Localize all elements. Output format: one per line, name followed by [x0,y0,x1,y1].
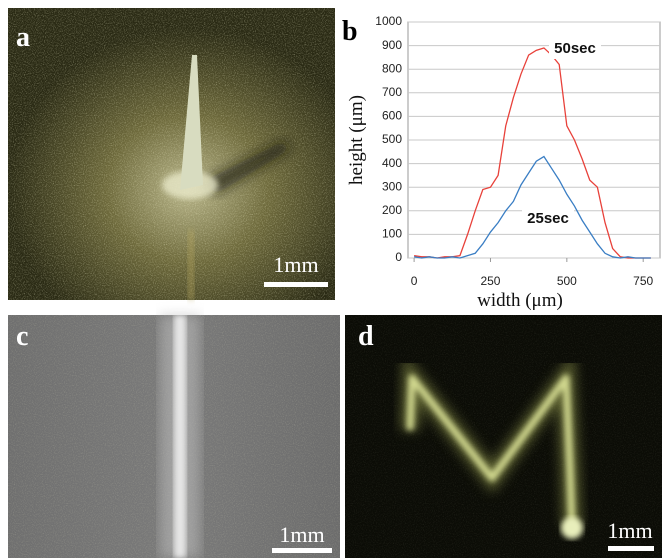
scale-bar [264,282,328,287]
y-tick-label: 400 [382,156,402,170]
panel-label: a [16,22,30,53]
y-tick-label: 600 [382,109,402,123]
y-axis-label: height (μm) [346,95,367,185]
series-annotation: 50sec [554,40,596,57]
y-tick-label: 1000 [375,14,402,28]
series-annotation: 25sec [527,210,569,227]
figure: a 1mm b 0 100 200 300 400 500 600 700 800 900 1000… [0,0,662,558]
panel-label: d [358,321,374,352]
panel-c: c 1mm [8,315,340,558]
panel-label: b [342,16,358,47]
scale-bar-label: 1mm [273,252,318,277]
streak [188,230,194,300]
panel-a: a 1mm [8,8,335,300]
panel-label: c [16,321,28,352]
line [174,315,186,558]
scale-bar [608,546,654,551]
y-tick-label: 100 [382,227,402,241]
scale-bar-label: 1mm [279,522,324,547]
panel-d: d 1mm [345,315,662,558]
x-tick-label: 0 [411,274,418,288]
dot [561,517,583,539]
y-tick-label: 300 [382,179,402,193]
y-tick-label: 900 [382,38,402,52]
y-tick-label: 800 [382,61,402,75]
panel-b: b 0 100 200 300 400 500 600 700 800 900 1000 0 250 50… [342,14,660,311]
scale-bar [272,548,332,553]
y-tick-label: 0 [395,250,402,264]
y-tick-label: 700 [382,85,402,99]
scale-bar-label: 1mm [607,518,652,543]
y-tick-label: 200 [382,203,402,217]
x-axis-label: width (μm) [477,290,563,311]
x-tick-label: 500 [557,274,577,288]
y-tick-label: 500 [382,132,402,146]
x-tick-label: 250 [480,274,500,288]
x-tick-label: 750 [633,274,653,288]
